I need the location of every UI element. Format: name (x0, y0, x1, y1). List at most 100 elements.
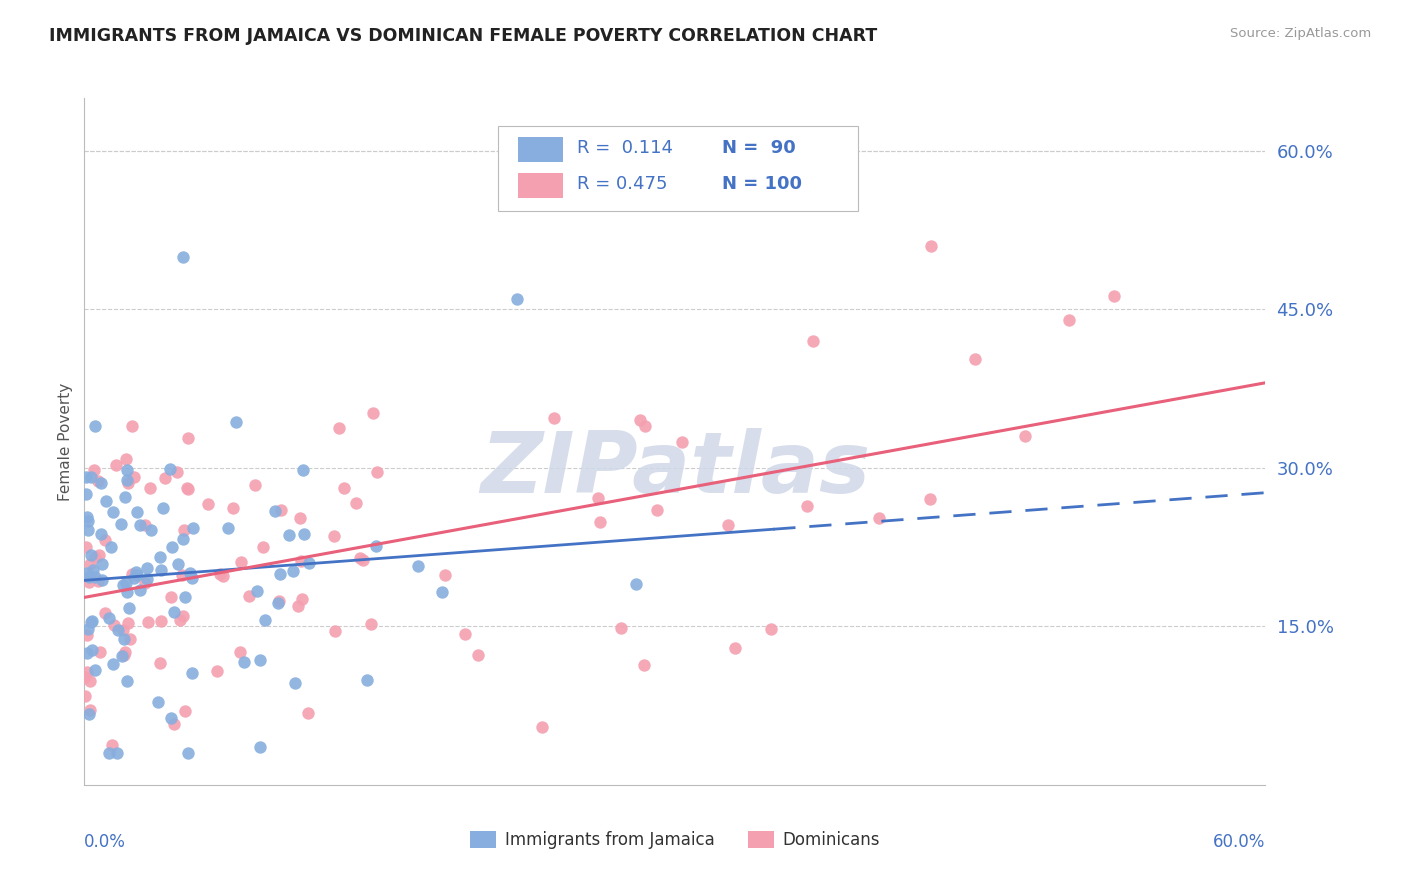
Point (84, 549, 107, 564)
Point (724, 641, 747, 656)
Point (105, 746, 128, 760)
Point (83, 570, 105, 584)
Bar (517, 137, 562, 162)
Point (114, 452, 136, 467)
Point (225, 415, 247, 429)
Point (332, 481, 354, 495)
Point (298, 556, 321, 570)
Point (117, 475, 139, 490)
Point (434, 568, 457, 582)
Point (84, 419, 107, 434)
Point (269, 594, 291, 608)
Point (323, 624, 346, 639)
Text: ZIPatlas: ZIPatlas (479, 427, 870, 510)
Point (297, 706, 319, 720)
Point (356, 673, 378, 688)
Point (94, 606, 117, 620)
Point (90, 573, 112, 587)
Point (115, 673, 138, 688)
Point (1102, 288, 1125, 302)
Point (135, 572, 157, 586)
Point (1014, 429, 1036, 443)
Point (197, 497, 219, 511)
Point (114, 490, 136, 504)
Point (84, 664, 107, 678)
Point (101, 738, 124, 752)
Point (107, 624, 129, 638)
Point (112, 632, 135, 646)
Point (134, 576, 156, 591)
Point (759, 623, 782, 637)
Point (366, 539, 388, 553)
Point (172, 532, 194, 546)
Point (110, 516, 132, 531)
Point (121, 567, 143, 582)
Point (170, 568, 193, 582)
Point (152, 501, 174, 516)
Text: N = 100: N = 100 (723, 175, 801, 193)
Point (111, 624, 134, 638)
Text: R = 0.475: R = 0.475 (576, 175, 668, 193)
Point (87, 574, 110, 588)
Point (361, 406, 384, 420)
Point (76, 622, 98, 636)
Point (135, 561, 157, 575)
Point (80, 615, 103, 630)
Point (624, 577, 647, 591)
Point (82, 563, 104, 577)
Point (76, 514, 98, 528)
Point (94, 533, 117, 548)
Point (149, 657, 172, 671)
Point (149, 615, 172, 629)
Point (291, 463, 314, 477)
Point (79, 673, 101, 688)
Point (232, 656, 254, 670)
Point (160, 540, 183, 554)
Point (181, 571, 204, 585)
Point (122, 470, 145, 484)
Point (633, 657, 655, 672)
Point (432, 585, 454, 599)
Point (141, 523, 163, 537)
Point (229, 645, 252, 659)
Point (531, 720, 554, 734)
Point (269, 567, 291, 582)
Point (965, 351, 987, 366)
Point (76, 510, 98, 524)
Point (212, 569, 235, 583)
Point (278, 528, 301, 542)
Point (80, 548, 103, 562)
Point (73, 670, 96, 684)
Point (115, 474, 138, 488)
Point (79, 557, 101, 571)
Point (352, 552, 374, 566)
Point (543, 411, 565, 425)
Point (77, 706, 100, 721)
Point (115, 463, 138, 477)
Point (366, 465, 388, 479)
Point (98, 746, 121, 760)
Point (127, 505, 149, 519)
Point (120, 632, 142, 646)
Point (408, 558, 430, 573)
Point (117, 616, 139, 631)
Point (75, 540, 97, 554)
Point (249, 653, 271, 667)
Point (349, 551, 371, 566)
Y-axis label: Female Poverty: Female Poverty (58, 383, 73, 500)
Point (155, 471, 177, 485)
Point (103, 617, 125, 632)
Point (163, 717, 186, 731)
Point (1057, 313, 1080, 327)
Point (112, 578, 135, 592)
Point (73, 690, 96, 704)
Point (717, 517, 740, 532)
Point (205, 665, 228, 679)
Point (124, 571, 146, 585)
Point (181, 665, 204, 680)
Point (76, 524, 98, 538)
Point (172, 608, 194, 623)
Point (169, 613, 191, 627)
Point (245, 477, 267, 491)
Point (166, 557, 188, 571)
